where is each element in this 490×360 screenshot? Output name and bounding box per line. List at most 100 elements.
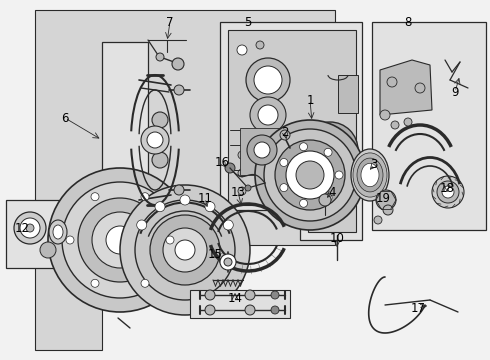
Circle shape: [275, 140, 345, 210]
Circle shape: [258, 105, 278, 125]
Circle shape: [172, 58, 184, 70]
Circle shape: [404, 118, 412, 126]
Circle shape: [238, 187, 246, 195]
Circle shape: [302, 122, 358, 178]
Text: 19: 19: [375, 192, 391, 204]
Circle shape: [91, 193, 99, 201]
Circle shape: [150, 215, 220, 285]
Circle shape: [225, 163, 235, 173]
Circle shape: [20, 218, 40, 238]
Circle shape: [280, 184, 288, 192]
Ellipse shape: [357, 156, 383, 194]
Circle shape: [319, 194, 331, 206]
Circle shape: [245, 305, 255, 315]
Polygon shape: [380, 60, 432, 115]
Bar: [102, 42, 148, 220]
Circle shape: [380, 110, 390, 120]
Circle shape: [286, 151, 334, 199]
Circle shape: [324, 148, 332, 156]
Circle shape: [141, 193, 149, 201]
Circle shape: [156, 53, 164, 61]
Text: 6: 6: [61, 112, 69, 125]
Text: 9: 9: [451, 85, 459, 99]
Circle shape: [166, 236, 174, 244]
Polygon shape: [240, 128, 295, 175]
Circle shape: [324, 194, 332, 202]
Circle shape: [163, 228, 207, 272]
Ellipse shape: [353, 153, 387, 197]
Circle shape: [135, 200, 235, 300]
Text: 4: 4: [328, 185, 336, 198]
Circle shape: [415, 83, 425, 93]
Circle shape: [223, 220, 233, 230]
Text: 12: 12: [15, 221, 29, 234]
Bar: [372, 22, 486, 230]
Circle shape: [310, 130, 350, 170]
Ellipse shape: [357, 158, 383, 192]
Ellipse shape: [362, 164, 378, 186]
Circle shape: [92, 212, 148, 268]
Circle shape: [280, 158, 288, 166]
Circle shape: [175, 240, 195, 260]
Circle shape: [26, 224, 34, 232]
Text: 5: 5: [245, 15, 252, 28]
Polygon shape: [228, 30, 356, 232]
Circle shape: [255, 120, 365, 230]
Text: 16: 16: [215, 156, 229, 168]
Ellipse shape: [361, 163, 379, 187]
Text: 17: 17: [411, 302, 425, 315]
Circle shape: [152, 112, 168, 128]
Circle shape: [254, 142, 270, 158]
Circle shape: [238, 151, 246, 159]
Circle shape: [442, 186, 454, 198]
Text: 8: 8: [404, 15, 412, 28]
Circle shape: [432, 176, 464, 208]
Circle shape: [256, 41, 264, 49]
Circle shape: [238, 169, 246, 177]
Circle shape: [237, 45, 247, 55]
Circle shape: [152, 152, 168, 168]
Text: 11: 11: [197, 192, 213, 204]
Circle shape: [14, 212, 46, 244]
Circle shape: [205, 202, 215, 212]
Polygon shape: [35, 10, 362, 350]
Circle shape: [299, 199, 308, 207]
Circle shape: [264, 129, 356, 221]
Text: 13: 13: [231, 185, 245, 198]
Circle shape: [250, 97, 286, 133]
Circle shape: [391, 121, 399, 129]
Circle shape: [280, 130, 290, 140]
Circle shape: [174, 85, 184, 95]
Polygon shape: [220, 22, 362, 240]
Text: 3: 3: [370, 158, 378, 171]
Circle shape: [205, 305, 215, 315]
Circle shape: [247, 135, 277, 165]
Bar: [190, 290, 290, 318]
Text: 1: 1: [306, 94, 314, 107]
Text: 15: 15: [208, 248, 222, 261]
Circle shape: [254, 66, 282, 94]
Circle shape: [147, 132, 163, 148]
Circle shape: [387, 77, 397, 87]
Circle shape: [120, 185, 250, 315]
Circle shape: [271, 306, 279, 314]
Circle shape: [48, 168, 192, 312]
Circle shape: [299, 143, 308, 151]
Circle shape: [383, 205, 393, 215]
Bar: [338, 75, 358, 113]
Circle shape: [320, 140, 340, 160]
Circle shape: [62, 182, 178, 298]
Circle shape: [437, 181, 459, 203]
Circle shape: [141, 279, 149, 287]
Circle shape: [205, 290, 215, 300]
Circle shape: [220, 254, 236, 270]
Circle shape: [174, 185, 184, 195]
Circle shape: [141, 126, 169, 154]
Ellipse shape: [53, 225, 63, 239]
Text: 7: 7: [166, 15, 174, 28]
Text: 10: 10: [330, 231, 344, 244]
Circle shape: [335, 171, 343, 179]
Circle shape: [224, 258, 232, 266]
Circle shape: [376, 190, 396, 210]
Circle shape: [40, 242, 56, 258]
